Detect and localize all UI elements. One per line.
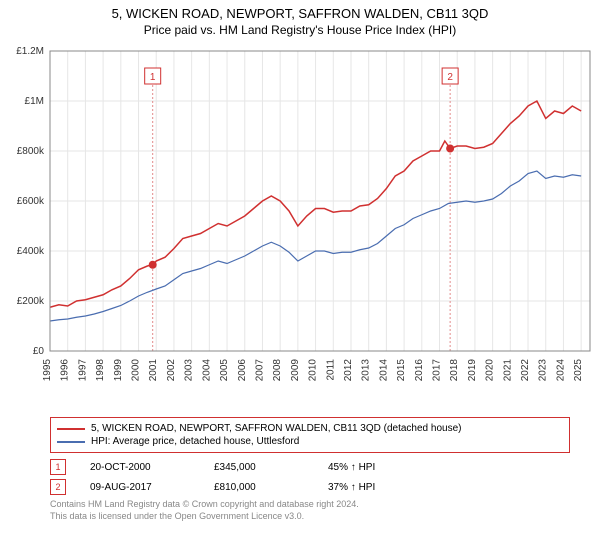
svg-text:1998: 1998 [95, 359, 106, 382]
svg-text:2008: 2008 [272, 359, 283, 382]
transaction-date: 20-OCT-2000 [90, 462, 190, 473]
legend-box: 5, WICKEN ROAD, NEWPORT, SAFFRON WALDEN,… [50, 417, 570, 453]
footer-line-1: Contains HM Land Registry data © Crown c… [50, 499, 570, 511]
svg-text:2016: 2016 [414, 359, 425, 382]
transaction-price: £345,000 [214, 462, 304, 473]
svg-text:2012: 2012 [343, 359, 354, 382]
svg-text:2014: 2014 [378, 359, 389, 382]
chart-subtitle: Price paid vs. HM Land Registry's House … [0, 21, 600, 41]
svg-text:2013: 2013 [361, 359, 372, 382]
transaction-pct: 37% ↑ HPI [328, 482, 438, 493]
svg-text:2023: 2023 [538, 359, 549, 382]
svg-text:£400k: £400k [17, 246, 45, 257]
chart-container: 5, WICKEN ROAD, NEWPORT, SAFFRON WALDEN,… [0, 0, 600, 522]
svg-text:2009: 2009 [290, 359, 301, 382]
svg-text:2001: 2001 [148, 359, 159, 382]
svg-text:1999: 1999 [113, 359, 124, 382]
svg-text:2018: 2018 [449, 359, 460, 382]
svg-text:2019: 2019 [467, 359, 478, 382]
transaction-row: 2 09-AUG-2017 £810,000 37% ↑ HPI [50, 477, 570, 497]
svg-text:2015: 2015 [396, 359, 407, 382]
svg-text:£0: £0 [33, 346, 45, 357]
footer-attribution: Contains HM Land Registry data © Crown c… [50, 499, 570, 522]
svg-text:1996: 1996 [60, 359, 71, 382]
legend-row: 5, WICKEN ROAD, NEWPORT, SAFFRON WALDEN,… [57, 422, 563, 435]
svg-text:1: 1 [150, 72, 156, 83]
svg-text:£1.2M: £1.2M [16, 46, 44, 57]
svg-text:2003: 2003 [184, 359, 195, 382]
line-chart-svg: £0 £200k £400k £600k £800k £1M £1.2M 1995 1996 19… [0, 41, 600, 411]
transaction-pct: 45% ↑ HPI [328, 462, 438, 473]
svg-text:2011: 2011 [325, 359, 336, 381]
transaction-price: £810,000 [214, 482, 304, 493]
svg-text:1997: 1997 [77, 359, 88, 382]
chart-area: £0 £200k £400k £600k £800k £1M £1.2M 1995 1996 19… [0, 41, 600, 411]
legend-label: 5, WICKEN ROAD, NEWPORT, SAFFRON WALDEN,… [91, 423, 461, 434]
transaction-row: 1 20-OCT-2000 £345,000 45% ↑ HPI [50, 457, 570, 477]
transaction-table: 1 20-OCT-2000 £345,000 45% ↑ HPI 2 09-AUG-201… [50, 457, 570, 497]
chart-title: 5, WICKEN ROAD, NEWPORT, SAFFRON WALDEN,… [0, 0, 600, 21]
svg-text:2020: 2020 [485, 359, 496, 382]
svg-text:£800k: £800k [17, 146, 45, 157]
svg-text:2021: 2021 [502, 359, 513, 382]
svg-text:£1M: £1M [25, 96, 44, 107]
legend-swatch [57, 441, 85, 443]
svg-text:2006: 2006 [237, 359, 248, 382]
svg-text:1995: 1995 [42, 359, 53, 382]
svg-text:2004: 2004 [201, 359, 212, 382]
footer-line-2: This data is licensed under the Open Gov… [50, 511, 570, 523]
svg-text:£600k: £600k [17, 196, 45, 207]
svg-text:2002: 2002 [166, 359, 177, 382]
svg-text:2: 2 [447, 72, 453, 83]
svg-text:2005: 2005 [219, 359, 230, 382]
transaction-badge: 1 [50, 459, 66, 475]
svg-text:£200k: £200k [17, 296, 45, 307]
transaction-badge: 2 [50, 479, 66, 495]
legend-label: HPI: Average price, detached house, Uttl… [91, 436, 299, 447]
svg-text:2017: 2017 [432, 359, 443, 382]
svg-text:2022: 2022 [520, 359, 531, 382]
svg-text:2010: 2010 [308, 359, 319, 382]
svg-text:2025: 2025 [573, 359, 584, 382]
legend-row: HPI: Average price, detached house, Uttl… [57, 435, 563, 448]
svg-text:2007: 2007 [254, 359, 265, 382]
svg-text:2000: 2000 [131, 359, 142, 382]
svg-text:2024: 2024 [555, 359, 566, 382]
legend-swatch [57, 428, 85, 430]
transaction-date: 09-AUG-2017 [90, 482, 190, 493]
